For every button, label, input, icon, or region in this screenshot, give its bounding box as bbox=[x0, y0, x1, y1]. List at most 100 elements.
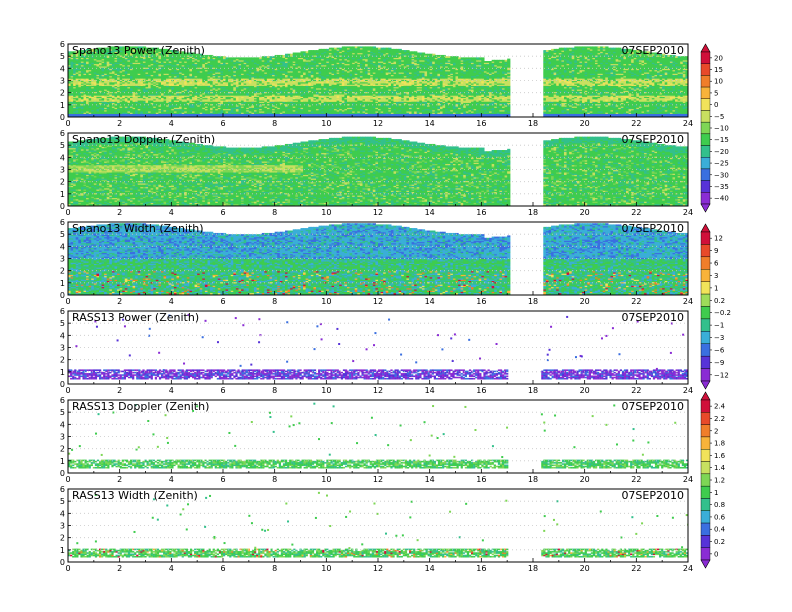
data-cell bbox=[137, 90, 141, 93]
data-cell bbox=[117, 109, 121, 112]
data-cell bbox=[106, 59, 110, 62]
data-cell bbox=[78, 70, 82, 73]
data-cell bbox=[91, 86, 95, 89]
data-cell bbox=[88, 68, 92, 71]
data-cell bbox=[122, 57, 126, 60]
data-cell bbox=[124, 57, 129, 60]
data-cell bbox=[99, 78, 103, 80]
data-cell bbox=[101, 61, 105, 63]
data-cell bbox=[86, 107, 90, 110]
data-cell bbox=[122, 85, 126, 88]
data-cell bbox=[130, 101, 134, 103]
data-cell bbox=[99, 50, 103, 52]
data-cell bbox=[104, 68, 108, 71]
data-cell bbox=[117, 51, 121, 54]
data-cell bbox=[86, 96, 90, 99]
data-cell bbox=[93, 69, 98, 72]
data-cell bbox=[73, 73, 77, 76]
data-cell bbox=[114, 48, 118, 51]
data-cell bbox=[75, 95, 79, 97]
data-cell bbox=[93, 95, 98, 97]
data-cell bbox=[93, 104, 98, 107]
data-cell bbox=[93, 48, 98, 51]
data-cell bbox=[99, 112, 103, 114]
data-cell bbox=[114, 76, 118, 79]
data-cell bbox=[80, 67, 85, 69]
data-cell bbox=[91, 50, 95, 52]
data-cell bbox=[104, 65, 108, 68]
data-cell bbox=[70, 70, 74, 73]
data-cell bbox=[83, 52, 87, 55]
data-cell bbox=[93, 61, 98, 63]
data-cell bbox=[80, 102, 85, 105]
data-cell bbox=[109, 107, 113, 110]
data-cell bbox=[137, 57, 141, 60]
data-cell bbox=[111, 48, 116, 51]
data-cell bbox=[91, 57, 95, 60]
data-cell bbox=[109, 51, 113, 54]
data-cell bbox=[96, 64, 100, 67]
data-cell bbox=[86, 109, 90, 112]
data-cell bbox=[80, 75, 85, 78]
data-cell bbox=[68, 113, 72, 116]
data-cell bbox=[109, 64, 113, 67]
data-cell bbox=[75, 67, 79, 69]
data-cell bbox=[124, 62, 129, 65]
data-cell bbox=[99, 101, 103, 103]
data-cell bbox=[73, 103, 77, 106]
data-cell bbox=[114, 47, 118, 50]
data-cell bbox=[109, 89, 113, 91]
data-cell bbox=[78, 112, 82, 114]
data-cell bbox=[70, 89, 74, 91]
data-cell bbox=[101, 68, 105, 71]
data-cell bbox=[132, 113, 136, 116]
data-cell bbox=[99, 68, 103, 71]
data-cell bbox=[75, 81, 79, 84]
data-cell bbox=[91, 84, 95, 86]
data-cell bbox=[93, 101, 98, 103]
data-cell bbox=[83, 81, 87, 84]
data-cell bbox=[93, 58, 98, 61]
data-cell bbox=[99, 85, 103, 88]
data-cell bbox=[135, 113, 139, 116]
data-cell bbox=[117, 103, 121, 106]
data-cell bbox=[130, 56, 134, 58]
data-cell bbox=[137, 80, 141, 83]
data-cell bbox=[78, 57, 82, 60]
data-cell bbox=[119, 65, 123, 68]
data-cell bbox=[111, 103, 116, 106]
data-cell bbox=[114, 52, 118, 55]
data-cell bbox=[93, 110, 98, 113]
data-cell bbox=[114, 69, 118, 72]
data-cell bbox=[119, 56, 123, 58]
data-cell bbox=[127, 91, 131, 94]
data-cell bbox=[132, 99, 136, 102]
data-cell bbox=[88, 67, 92, 69]
data-cell bbox=[137, 110, 141, 113]
data-cell bbox=[127, 54, 131, 57]
data-cell bbox=[124, 104, 129, 107]
data-cell bbox=[80, 101, 85, 103]
data-cell bbox=[127, 93, 131, 96]
data-cell bbox=[70, 56, 74, 58]
data-cell bbox=[114, 97, 118, 100]
data-cell bbox=[132, 52, 136, 55]
data-cell bbox=[99, 86, 103, 89]
data-cell bbox=[101, 84, 105, 86]
data-cell bbox=[135, 70, 139, 73]
data-cell bbox=[132, 90, 136, 93]
data-cell bbox=[130, 80, 134, 83]
data-cell bbox=[88, 87, 92, 90]
data-cell bbox=[78, 95, 82, 97]
data-cell bbox=[96, 73, 100, 76]
data-cell bbox=[127, 101, 131, 103]
data-cell bbox=[73, 56, 77, 58]
data-cell bbox=[137, 67, 141, 69]
data-cell bbox=[109, 93, 113, 96]
data-cell bbox=[119, 62, 123, 65]
data-cell bbox=[93, 97, 98, 100]
data-cell bbox=[96, 53, 100, 56]
data-cell bbox=[127, 62, 131, 65]
data-cell bbox=[127, 68, 131, 71]
data-cell bbox=[93, 103, 98, 106]
